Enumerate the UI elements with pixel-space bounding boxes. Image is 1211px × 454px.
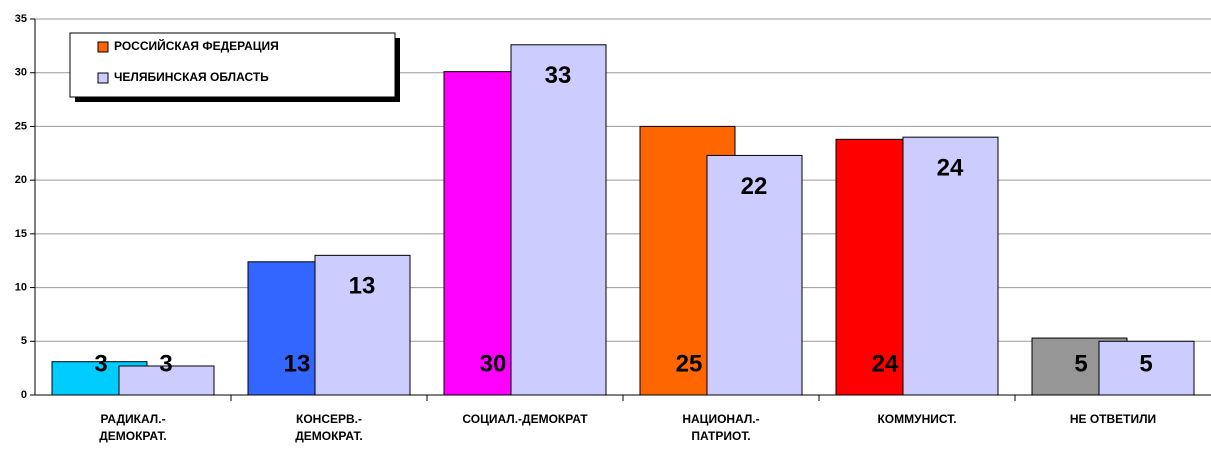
value-label: 33 (545, 62, 572, 89)
y-tick-label: 10 (15, 281, 27, 293)
bar (902, 136, 999, 396)
y-tick-label: 35 (15, 13, 27, 25)
bar (510, 44, 607, 396)
x-tick-label: НЕ ОТВЕТИЛИ (1070, 412, 1156, 426)
value-label: 25 (676, 350, 703, 377)
y-tick-label: 5 (21, 335, 27, 347)
value-label: 13 (349, 273, 376, 300)
value-label: 3 (159, 350, 172, 377)
y-tick-label: 0 (21, 389, 27, 401)
bar (1098, 340, 1195, 396)
value-label: 5 (1074, 350, 1087, 377)
y-tick-label: 30 (15, 67, 27, 79)
bar (706, 154, 803, 396)
x-tick-label: КОММУНИСТ. (877, 412, 956, 426)
x-tick-label: КОНСЕРВ.-ДЕМОКРАТ. (295, 412, 363, 443)
legend-swatch (97, 72, 109, 84)
bar (118, 365, 215, 396)
legend-label: ЧЕЛЯБИНСКАЯ ОБЛАСТЬ (114, 70, 269, 84)
bar (314, 254, 411, 396)
y-tick-label: 25 (15, 120, 27, 132)
value-label: 24 (937, 155, 964, 182)
x-tick-label: РАДИКАЛ.-ДЕМОКРАТ. (99, 412, 167, 443)
value-label: 30 (480, 350, 507, 377)
value-label: 22 (741, 173, 768, 200)
x-tick-label: СОЦИАЛ.-ДЕМОКРАТ (462, 412, 588, 426)
value-label: 24 (872, 350, 899, 377)
legend (69, 32, 396, 98)
value-label: 5 (1139, 350, 1152, 377)
legend-swatch (97, 41, 109, 53)
value-label: 13 (284, 350, 311, 377)
value-label: 3 (94, 350, 107, 377)
y-tick-label: 15 (15, 228, 27, 240)
x-tick-label: НАЦИОНАЛ.-ПАТРИОТ. (682, 412, 759, 443)
y-tick-label: 20 (15, 174, 27, 186)
legend-label: РОССИЙСКАЯ ФЕДЕРАЦИЯ (114, 38, 279, 53)
